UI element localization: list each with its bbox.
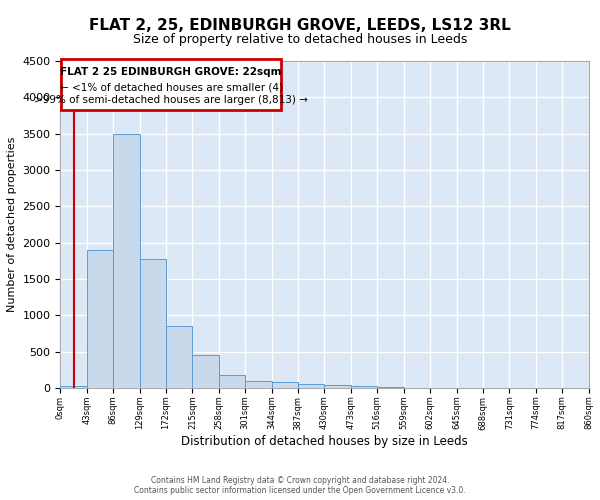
Bar — [87, 250, 113, 388]
Y-axis label: Number of detached properties: Number of detached properties — [7, 136, 17, 312]
FancyBboxPatch shape — [61, 59, 281, 110]
Text: FLAT 2 25 EDINBURGH GROVE: 22sqm: FLAT 2 25 EDINBURGH GROVE: 22sqm — [61, 67, 282, 77]
X-axis label: Distribution of detached houses by size in Leeds: Distribution of detached houses by size … — [181, 435, 468, 448]
Bar — [166, 326, 193, 388]
Bar — [325, 386, 351, 388]
Bar — [245, 380, 272, 388]
Text: FLAT 2, 25, EDINBURGH GROVE, LEEDS, LS12 3RL: FLAT 2, 25, EDINBURGH GROVE, LEEDS, LS12… — [89, 18, 511, 32]
Bar — [272, 382, 298, 388]
Text: Contains HM Land Registry data © Crown copyright and database right 2024.: Contains HM Land Registry data © Crown c… — [151, 476, 449, 485]
Bar — [113, 134, 140, 388]
Bar — [298, 384, 325, 388]
Bar — [193, 355, 219, 388]
Text: >99% of semi-detached houses are larger (8,813) →: >99% of semi-detached houses are larger … — [34, 95, 308, 105]
Bar — [140, 259, 166, 388]
Text: Contains public sector information licensed under the Open Government Licence v3: Contains public sector information licen… — [134, 486, 466, 495]
Bar — [61, 386, 87, 388]
Text: ← <1% of detached houses are smaller (4): ← <1% of detached houses are smaller (4) — [60, 82, 283, 92]
Bar — [219, 375, 245, 388]
Text: Size of property relative to detached houses in Leeds: Size of property relative to detached ho… — [133, 32, 467, 46]
Bar — [351, 386, 377, 388]
